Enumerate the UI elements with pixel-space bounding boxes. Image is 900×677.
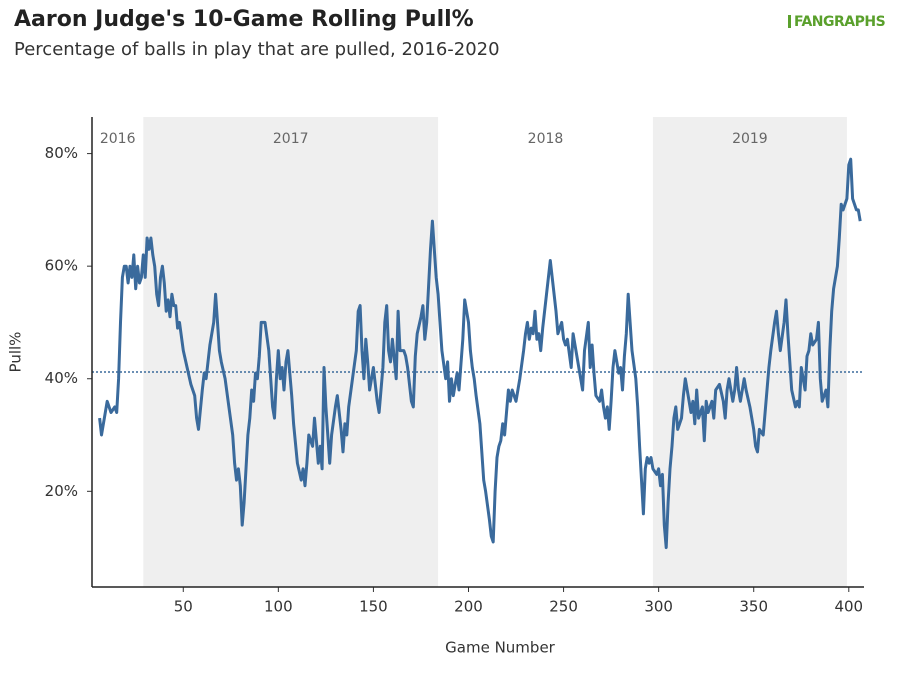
x-tick-label: 50 <box>174 598 193 616</box>
logo-text: FANGRAPHS <box>794 14 886 30</box>
season-label: 2019 <box>732 131 768 147</box>
x-tick-label: 350 <box>739 598 768 616</box>
y-tick-label: 60% <box>45 257 78 275</box>
y-tick-label: 80% <box>45 144 78 162</box>
x-tick-label: 400 <box>834 598 863 616</box>
chart-subtitle: Percentage of balls in play that are pul… <box>14 39 500 60</box>
season-label: 2018 <box>528 131 564 147</box>
season-band <box>652 117 847 587</box>
x-tick-label: 100 <box>264 598 293 616</box>
x-tick-label: 250 <box>549 598 578 616</box>
season-label: 2017 <box>273 131 309 147</box>
x-tick-label: 150 <box>359 598 388 616</box>
y-tick-label: 40% <box>45 369 78 387</box>
x-tick-label: 200 <box>454 598 483 616</box>
chart-title: Aaron Judge's 10-Game Rolling Pull% <box>14 7 474 32</box>
x-axis-label: Game Number <box>445 639 556 657</box>
logo: FANGRAPHS <box>788 14 886 30</box>
pull-line <box>98 157 862 550</box>
y-tick-label: 20% <box>45 482 78 500</box>
logo-icon <box>788 15 791 28</box>
y-axis-label: Pull% <box>7 332 25 373</box>
season-label: 2016 <box>100 131 136 147</box>
x-tick-label: 300 <box>644 598 673 616</box>
